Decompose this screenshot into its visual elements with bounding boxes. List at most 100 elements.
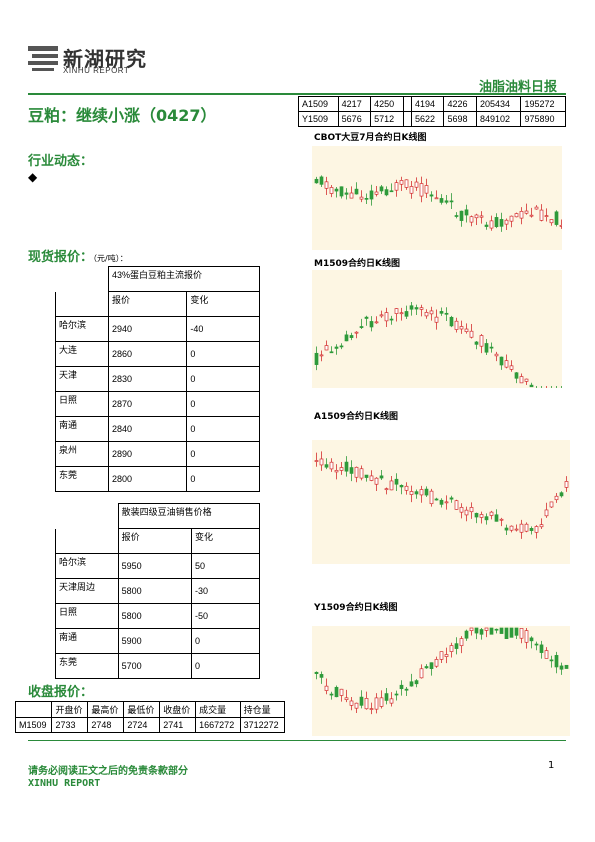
candle-body: [324, 181, 329, 189]
change-cell: 0: [186, 391, 260, 417]
candle-body: [494, 514, 499, 522]
close-price-table: 开盘价 最高价 最低价 收盘价 成交量 持仓量 M1509 2733 2748 2724 2741 1…: [14, 701, 286, 733]
table-cell: 4250: [370, 96, 404, 112]
candle-body: [334, 188, 339, 192]
candle-body: [474, 627, 479, 634]
city-cell: 日照: [55, 391, 109, 417]
candle-body: [479, 215, 484, 218]
a1509-chart-title: A1509合约日K线图: [314, 412, 398, 422]
change-cell: -50: [191, 603, 260, 629]
candle-body: [514, 372, 519, 379]
footer-divider: [28, 740, 566, 741]
candle-body: [364, 198, 369, 200]
price-cell: 5800: [117, 603, 193, 629]
candle-body: [394, 693, 399, 696]
candle-body: [384, 312, 389, 322]
candle-body: [369, 708, 374, 710]
city-cell: 哈尔滨: [55, 553, 119, 579]
candle-body: [524, 523, 529, 532]
candle-body: [564, 481, 569, 488]
candle-body: [524, 630, 529, 643]
candle-body: [339, 345, 344, 348]
candle-body: [329, 461, 334, 470]
candle-body: [514, 213, 519, 218]
candle-body: [324, 464, 329, 468]
candle-body: [459, 326, 464, 330]
futures-table: A1509 4217 4250 4194 4226 205434 195272 Y1509 56…: [298, 96, 566, 127]
candle-body: [334, 346, 339, 349]
candle-body: [539, 524, 544, 528]
candle-body: [544, 650, 549, 659]
candle-body: [514, 627, 519, 636]
candle-body: [334, 686, 339, 698]
candle-body: [409, 186, 414, 194]
candle-body: [419, 307, 424, 310]
candle-body: [494, 217, 499, 228]
candle-body: [549, 659, 554, 662]
city-cell: 东莞: [55, 653, 119, 679]
candle-body: [379, 697, 384, 707]
spot-unit: （元/吨）：: [93, 254, 128, 263]
table-cell: 4194: [411, 96, 445, 112]
column-header: 变化: [186, 291, 260, 317]
table-row: A1509 4217 4250 4194 4226 205434 195272: [298, 96, 566, 112]
candle-body: [489, 511, 494, 516]
change-cell: 50: [191, 553, 260, 579]
candle-body: [409, 491, 414, 495]
candle-body: [319, 176, 324, 185]
candle-body: [464, 509, 469, 516]
bullet-icon: ◆: [28, 170, 38, 184]
candle-body: [374, 697, 379, 710]
candle-body: [414, 680, 419, 685]
candle-body: [364, 316, 369, 319]
candle-body: [499, 518, 504, 521]
spot-section-title: 现货报价：（元/吨）：: [28, 246, 128, 265]
price-cell: 5900: [117, 628, 193, 654]
candle-body: [519, 376, 524, 384]
candle-body: [349, 700, 354, 706]
city-cell: 哈尔滨: [55, 316, 109, 342]
table-row: 东莞 5700 0: [55, 653, 260, 679]
table-header-row: 开盘价 最高价 最低价 收盘价 成交量 持仓量: [14, 701, 286, 718]
column-header: 变化: [191, 528, 260, 554]
candle-body: [534, 526, 539, 533]
candle-body: [379, 314, 384, 317]
candle-body: [404, 485, 409, 491]
candle-body: [469, 216, 474, 223]
table-cell: [402, 96, 413, 112]
candle-body: [339, 688, 344, 696]
city-cell: 天津周边: [55, 578, 119, 604]
y1509-kline-chart: [312, 626, 570, 736]
change-cell: 0: [191, 628, 260, 654]
candle-body: [404, 311, 409, 317]
candle-body: [554, 655, 559, 668]
candle-body: [404, 688, 409, 691]
candle-body: [529, 384, 534, 388]
candle-body: [369, 321, 374, 328]
cbot-chart-title: CBOT大豆7月合约日K线图: [314, 133, 427, 143]
candle-body: [489, 627, 494, 635]
candle-body: [354, 188, 359, 195]
m1509-chart-title: M1509合约日K线图: [314, 259, 400, 269]
candle-body: [484, 516, 489, 521]
candle-body: [469, 627, 474, 631]
candle-body: [459, 210, 464, 221]
candle-body: [504, 527, 509, 531]
table-cell: 849102: [475, 111, 522, 127]
candle-body: [549, 501, 554, 508]
table-header-row: 报价 变化: [55, 528, 260, 554]
candle-body: [439, 651, 444, 660]
candle-body: [374, 321, 379, 324]
candle-body: [334, 469, 339, 473]
candle-body: [339, 186, 344, 197]
column-header: 收盘价: [159, 701, 197, 718]
candle-body: [559, 665, 564, 670]
candle-body: [544, 509, 549, 517]
change-cell: -40: [186, 316, 260, 342]
candle-body: [344, 192, 349, 195]
candle-body: [389, 480, 394, 491]
candle-body: [519, 523, 524, 533]
candle-body: [444, 200, 449, 203]
candle-body: [544, 215, 549, 217]
y1509-chart-title: Y1509合约日K线图: [314, 603, 398, 613]
